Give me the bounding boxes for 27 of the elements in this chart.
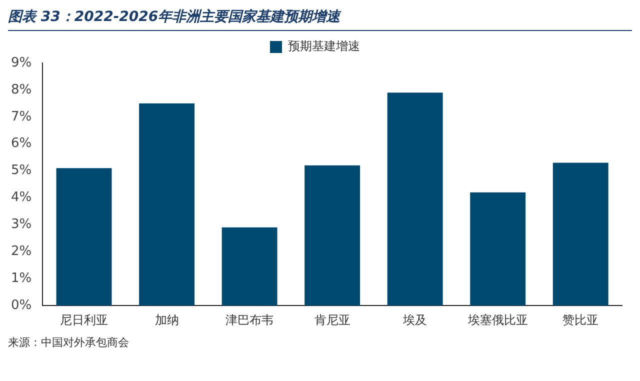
legend-label: 预期基建增速 bbox=[288, 39, 360, 54]
bar bbox=[222, 227, 278, 306]
x-tick-label: 津巴布韦 bbox=[226, 312, 274, 327]
y-tick-label: 5% bbox=[11, 163, 32, 178]
bar bbox=[139, 103, 195, 306]
y-tick-label: 0% bbox=[11, 298, 32, 313]
bar bbox=[552, 162, 608, 306]
bar bbox=[470, 192, 526, 306]
x-tick-label: 加纳 bbox=[154, 312, 179, 327]
bar bbox=[387, 92, 443, 306]
y-tick-label: 2% bbox=[11, 244, 32, 260]
bar bbox=[304, 165, 360, 306]
y-tick-label: 4% bbox=[11, 190, 32, 206]
x-tick-label: 埃及 bbox=[402, 312, 428, 327]
y-tick-label: 7% bbox=[11, 109, 32, 124]
x-tick-label: 肯尼亚 bbox=[314, 312, 350, 327]
y-tick-label: 3% bbox=[11, 217, 32, 232]
x-tick-label: 埃塞俄比亚 bbox=[466, 312, 528, 327]
chart-title: 图表 33：2022-2026年非洲主要国家基建预期增速 bbox=[8, 8, 632, 31]
bar bbox=[56, 168, 112, 306]
y-tick-label: 8% bbox=[11, 82, 32, 98]
x-tick-label: 赞比亚 bbox=[562, 312, 599, 327]
source-note: 来源：中国对外承包商会 bbox=[8, 335, 130, 350]
x-tick-label: 尼日利亚 bbox=[60, 312, 108, 327]
y-tick-label: 6% bbox=[11, 136, 32, 152]
y-tick-label: 9% bbox=[11, 55, 32, 70]
y-tick-label: 1% bbox=[11, 271, 32, 286]
